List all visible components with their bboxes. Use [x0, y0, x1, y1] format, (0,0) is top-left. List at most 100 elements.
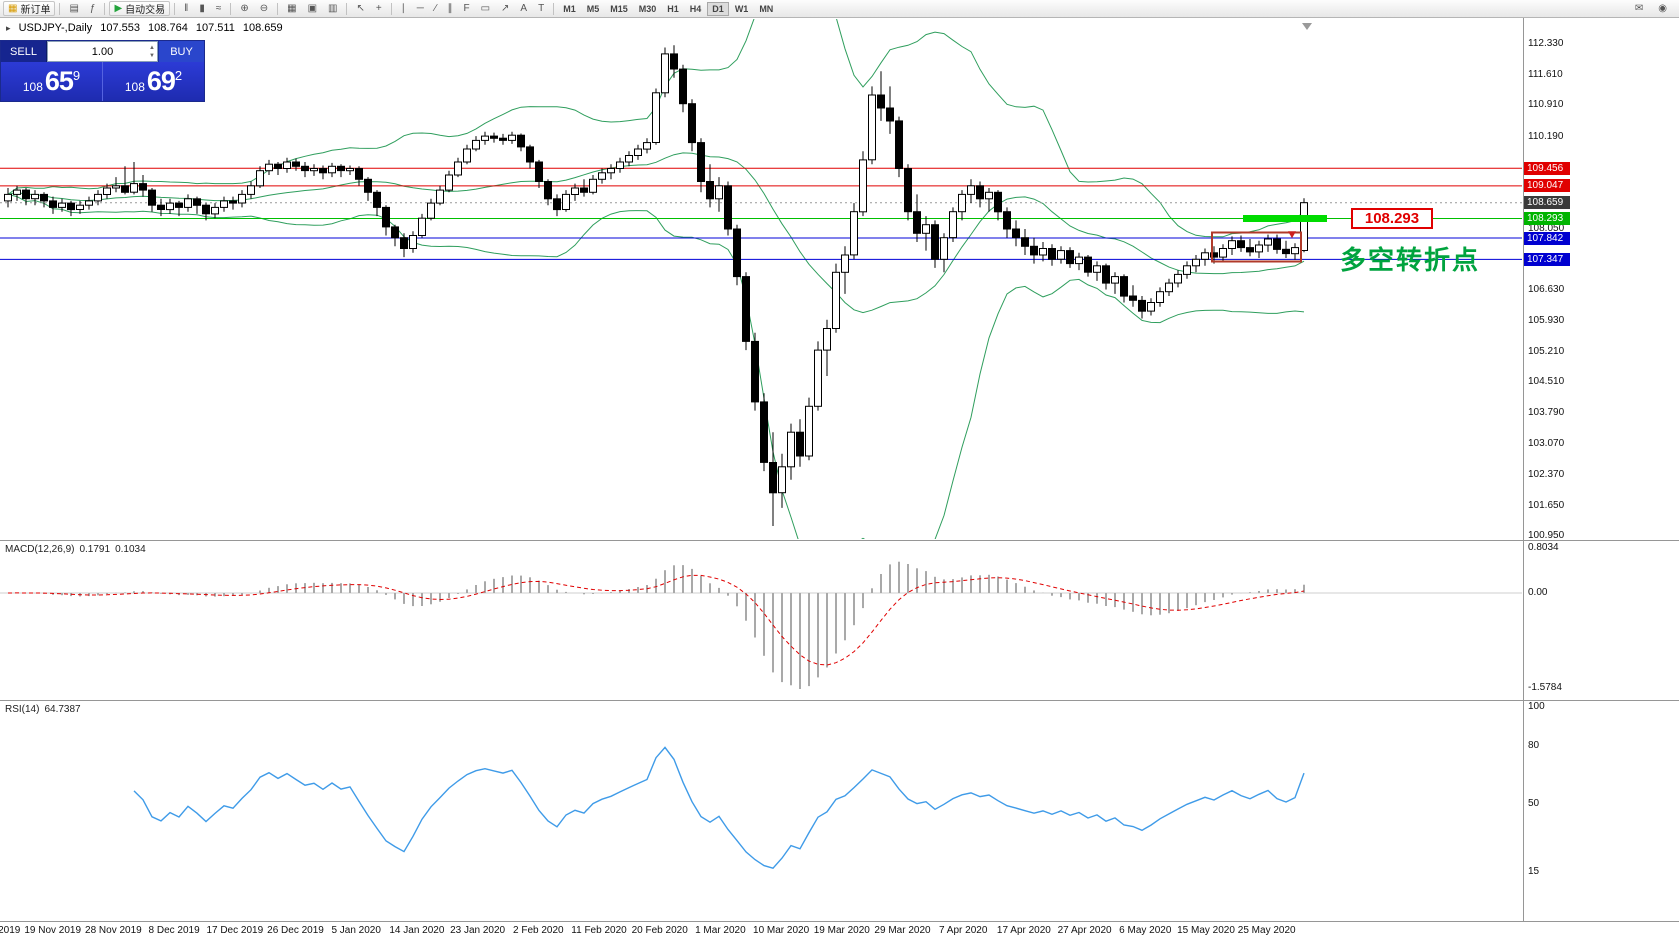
date-label: 10 Mar 2020: [753, 925, 810, 936]
date-label: 27 Apr 2020: [1057, 925, 1112, 936]
candlestick-chart-icon: ▮: [199, 2, 205, 14]
toolbar-separator: [277, 2, 279, 15]
crosshair-icon[interactable]: +: [371, 1, 387, 16]
price-scale-label: 105.930: [1528, 314, 1565, 326]
collapse-icon[interactable]: ▸: [6, 23, 11, 33]
toolbar-separator: [230, 2, 232, 15]
timeframe-h1-button[interactable]: H1: [667, 3, 679, 14]
spinner-up-icon[interactable]: ▲: [149, 45, 155, 51]
chart-shift-marker[interactable]: [1302, 23, 1312, 30]
text-icon[interactable]: A: [515, 1, 532, 16]
channel-icon[interactable]: ∥: [442, 1, 457, 16]
date-label: 15 May 2020: [1177, 925, 1235, 936]
toolbar-separator: [346, 2, 348, 15]
mail-icon: ✉: [1634, 2, 1644, 14]
auto-trading-icon: ▶: [114, 2, 123, 14]
main-toolbar: ▦ 新订单 ▤ ƒ ▶ 自动交易 ‖ ▮ ≈ ⊕ ⊖ ▦ ▣ ▥ ↖ + ∣ ─ ∕ ∥ F ▭ ↗ A T M1 M5 M15 M30…: [0, 0, 1679, 18]
timeframe-mn-button[interactable]: MN: [759, 3, 774, 14]
price-tag-108.293[interactable]: 108.293: [1524, 212, 1570, 226]
date-label: 11 Feb 2020: [571, 925, 627, 936]
volume-value[interactable]: 1.00: [91, 45, 114, 58]
zoom-out-icon[interactable]: ⊖: [255, 1, 273, 16]
price-divider: [102, 62, 103, 101]
buy-price[interactable]: 108 69 2: [124, 66, 183, 96]
timeframe-w1-button[interactable]: W1: [734, 3, 749, 14]
tile-windows-icon[interactable]: ▦: [282, 1, 301, 16]
price-tag-107.347[interactable]: 107.347: [1524, 252, 1570, 266]
line-chart-icon[interactable]: ≈: [211, 1, 227, 16]
price-scale-label: 105.210: [1528, 345, 1565, 357]
vertical-line-icon[interactable]: ∣: [396, 1, 411, 16]
rsi-scale-label: 15: [1528, 866, 1540, 877]
volume-field[interactable]: 1.00 ▲ ▼: [47, 41, 158, 62]
horizontal-line-icon[interactable]: ─: [412, 1, 429, 16]
mail-icon[interactable]: ✉: [1630, 1, 1648, 16]
thick-green-line[interactable]: [1243, 215, 1327, 222]
timeframe-m30-button[interactable]: M30: [638, 3, 657, 14]
chart-title-line: ▸ USDJPY-,Daily 107.553 108.764 107.511 …: [6, 22, 288, 34]
trendline-icon[interactable]: ∕: [430, 1, 442, 16]
toolbar-right-group: ✉ ◉: [1630, 1, 1676, 16]
highlight-rectangle[interactable]: [1211, 231, 1302, 263]
arrows-icon[interactable]: ↗: [496, 1, 514, 16]
price-tag-109.047[interactable]: 109.047: [1524, 179, 1570, 193]
timeframe-m5-button[interactable]: M5: [586, 3, 600, 14]
macd-signal-value: 0.1034: [115, 544, 146, 555]
macd-main-value: 0.1791: [79, 544, 111, 555]
tile-windows-icon: ▦: [287, 2, 297, 14]
toolbar-separator: [553, 2, 555, 15]
auto-trading-button[interactable]: ▶ 自动交易: [109, 1, 171, 16]
timeframe-m15-button[interactable]: M15: [610, 3, 628, 14]
sell-arrow-marker[interactable]: [1288, 231, 1296, 239]
auto-trading-button-label: 自动交易: [125, 5, 166, 16]
cascade-windows-icon[interactable]: ▣: [303, 1, 322, 16]
profiles-icon[interactable]: ▤: [64, 1, 83, 16]
timeframe-m1-button[interactable]: M1: [563, 3, 576, 14]
turning-point-text[interactable]: 多空转折点: [1340, 245, 1481, 275]
profiles-icon: ▤: [69, 2, 79, 14]
zoom-in-icon[interactable]: ⊕: [235, 1, 253, 16]
cursor-icon[interactable]: ↖: [351, 1, 369, 16]
price-tag-107.842[interactable]: 107.842: [1524, 231, 1570, 245]
arrange-windows-icon[interactable]: ▥: [323, 1, 342, 16]
timeframe-d1-button[interactable]: D1: [707, 1, 729, 16]
indicators-icon[interactable]: ƒ: [85, 1, 101, 16]
price-tag-109.456[interactable]: 109.456: [1524, 161, 1570, 175]
shapes-icon[interactable]: ▭: [476, 1, 495, 16]
one-click-trading-panel: SELL 1.00 ▲ ▼ BUY 108 65 9 108 69 2: [0, 40, 205, 102]
bar-chart-icon[interactable]: ‖: [179, 1, 193, 16]
sell-button[interactable]: SELL: [1, 41, 47, 62]
date-label: 8 Dec 2019: [148, 925, 200, 936]
date-label: 1 Mar 2020: [695, 925, 746, 936]
date-label: 23 Jan 2020: [450, 925, 506, 936]
fibonacci-icon[interactable]: F: [458, 1, 474, 16]
macd-scale-label: 0.8034: [1528, 542, 1559, 553]
date-label: 10 Nov 2019: [0, 925, 21, 936]
alerts-icon[interactable]: ◉: [1653, 1, 1672, 16]
timeframe-h4-button[interactable]: H4: [689, 3, 702, 14]
label-icon[interactable]: T: [533, 1, 549, 16]
symbol-period-label: USDJPY-,Daily: [18, 22, 93, 34]
toolbar-separator: [104, 2, 106, 15]
price-tag-108.659[interactable]: 108.659: [1524, 196, 1570, 210]
spinner-down-icon[interactable]: ▼: [149, 53, 155, 59]
volume-spinner[interactable]: ▲ ▼: [149, 44, 155, 60]
open-value: 107.553: [100, 22, 140, 34]
bar-chart-icon: ‖: [184, 2, 189, 14]
sell-price[interactable]: 108 65 9: [22, 66, 81, 96]
candlestick-chart-icon[interactable]: ▮: [194, 1, 210, 16]
shapes-icon: ▭: [480, 2, 491, 14]
new-order-icon: ▦: [8, 2, 18, 14]
price-callout[interactable]: 108.293: [1351, 208, 1433, 229]
candles: [4, 45, 1308, 526]
new-order-button[interactable]: ▦ 新订单: [3, 1, 56, 16]
buy-button[interactable]: BUY: [158, 41, 204, 62]
cascade-windows-icon: ▣: [307, 2, 318, 14]
indicators-icon: ƒ: [89, 2, 96, 14]
price-scale-label: 106.630: [1528, 284, 1565, 296]
price-scale-label: 104.510: [1528, 376, 1565, 388]
price-scale-label: 108.050: [1528, 223, 1565, 235]
low-value: 107.511: [195, 22, 235, 34]
new-order-button-label: 新订单: [20, 5, 51, 16]
